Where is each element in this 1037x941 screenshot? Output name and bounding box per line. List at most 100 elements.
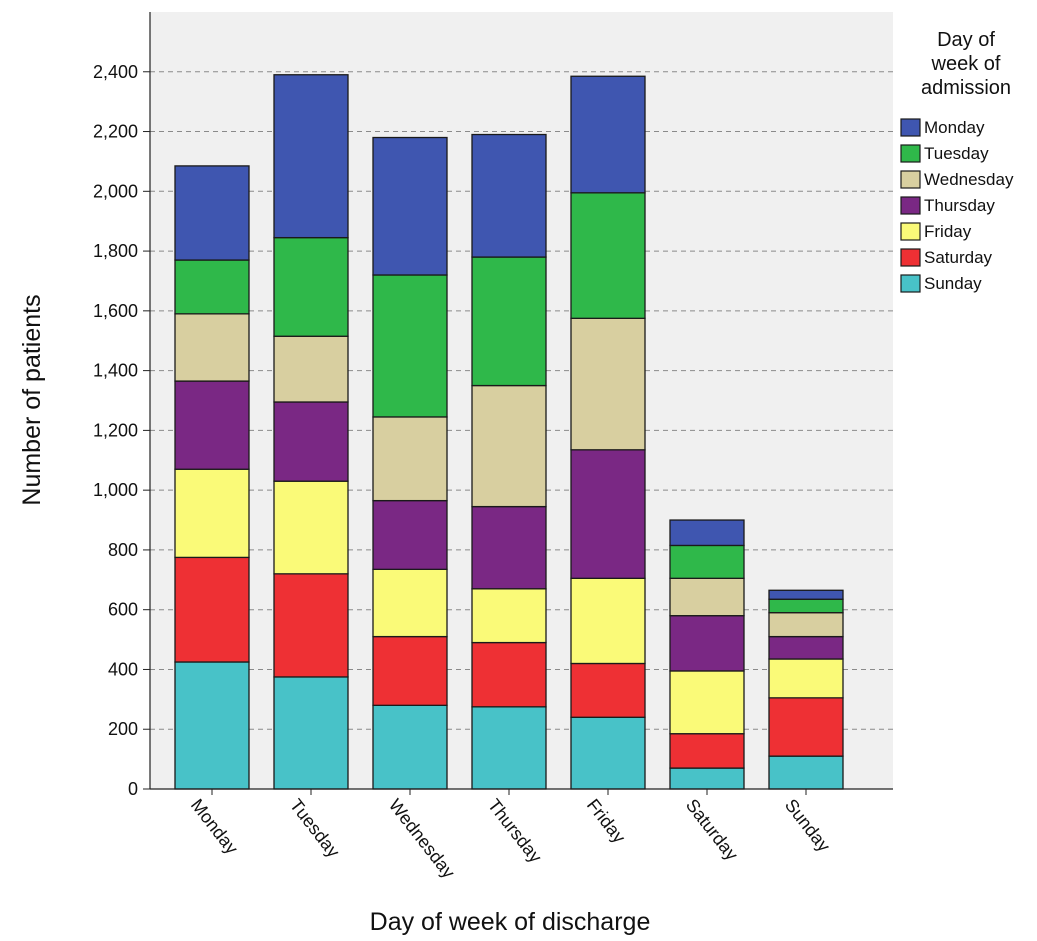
bar-segment-thursday-saturday xyxy=(471,641,547,708)
bar-segment-monday-monday xyxy=(174,165,250,261)
bar-segment-friday-saturday xyxy=(570,662,646,718)
y-tick-label: 1,200 xyxy=(93,420,138,440)
bar-segment-wednesday-thursday xyxy=(372,499,448,570)
bar-segment-saturday-wednesday xyxy=(669,577,745,617)
y-tick-label: 0 xyxy=(128,779,138,799)
axes xyxy=(149,12,893,790)
bar-segment-sunday-friday xyxy=(768,658,844,699)
legend-title: week of xyxy=(931,53,1001,75)
legend-item-saturday: Saturday xyxy=(900,248,993,267)
y-tick-label: 1,400 xyxy=(93,361,138,381)
x-tick-label: Friday xyxy=(583,795,630,847)
bar-segment-tuesday-sunday xyxy=(273,676,349,790)
y-tick-label: 2,200 xyxy=(93,122,138,142)
bar-segment-thursday-thursday xyxy=(471,505,547,590)
bar-segment-sunday-tuesday xyxy=(768,598,844,614)
legend-label: Thursday xyxy=(924,196,995,215)
bar-segment-saturday-sunday xyxy=(669,767,745,790)
bar-segment-friday-wednesday xyxy=(570,317,646,451)
bar-segment-monday-tuesday xyxy=(174,259,250,315)
y-tick-label: 600 xyxy=(108,600,138,620)
y-tick-labels: 0 200 400 600 800 1,000 1,200 1,400 1,600 1,800 2,… xyxy=(93,62,138,799)
legend-item-friday: Friday xyxy=(900,222,972,241)
legend-label: Wednesday xyxy=(924,170,1014,189)
y-tick-label: 1,000 xyxy=(93,480,138,500)
bar-segment-thursday-tuesday xyxy=(471,256,547,387)
bar-segment-friday-thursday xyxy=(570,449,646,579)
legend-swatch xyxy=(900,222,921,241)
bar-segment-tuesday-friday xyxy=(273,480,349,575)
legend-title: Day of xyxy=(937,29,995,51)
y-tick-label: 200 xyxy=(108,719,138,739)
bar-segment-friday-tuesday xyxy=(570,192,646,319)
legend-item-sunday: Sunday xyxy=(900,274,982,293)
legend-swatch xyxy=(900,196,921,215)
legend-label: Tuesday xyxy=(924,144,989,163)
legend-swatch xyxy=(900,248,921,267)
legend-swatch xyxy=(900,170,921,189)
bar-segment-wednesday-tuesday xyxy=(372,274,448,418)
bar-stack-friday xyxy=(570,75,646,790)
bar-segment-tuesday-thursday xyxy=(273,401,349,482)
bar-segment-tuesday-monday xyxy=(273,74,349,239)
bar-segment-wednesday-wednesday xyxy=(372,416,448,502)
x-tick-labels: Monday Tuesday Wednesday Thursday Friday Satu… xyxy=(187,789,834,882)
legend-item-wednesday: Wednesday xyxy=(900,170,1014,189)
bar-segment-wednesday-sunday xyxy=(372,704,448,790)
bar-segment-wednesday-friday xyxy=(372,568,448,638)
bar-segment-monday-sunday xyxy=(174,661,250,790)
x-tick-label: Wednesday xyxy=(385,795,459,882)
y-tick-label: 800 xyxy=(108,540,138,560)
bar-segment-thursday-wednesday xyxy=(471,384,547,508)
bar-segment-saturday-friday xyxy=(669,670,745,735)
legend-item-monday: Monday xyxy=(900,118,985,137)
legend-title: admission xyxy=(921,77,1011,99)
bar-segment-thursday-sunday xyxy=(471,706,547,790)
y-tick-label: 2,400 xyxy=(93,62,138,82)
bar-stack-thursday xyxy=(471,133,547,790)
bar-stack-tuesday xyxy=(273,74,349,790)
bar-stack-wednesday xyxy=(372,136,448,790)
bar-segment-saturday-saturday xyxy=(669,733,745,769)
x-tick-label: Monday xyxy=(187,795,242,858)
bar-segment-friday-sunday xyxy=(570,716,646,790)
x-axis-title: Day of week of discharge xyxy=(370,908,651,936)
legend-label: Saturday xyxy=(924,248,993,267)
bar-segment-monday-thursday xyxy=(174,380,250,470)
legend-label: Monday xyxy=(924,118,985,137)
bar-segment-saturday-tuesday xyxy=(669,544,745,579)
x-tick-label: Tuesday xyxy=(286,795,344,861)
y-tick-label: 1,800 xyxy=(93,241,138,261)
bar-segment-friday-friday xyxy=(570,577,646,665)
bar-segment-monday-friday xyxy=(174,468,250,559)
x-tick-label: Thursday xyxy=(484,795,546,866)
y-tick-label: 2,000 xyxy=(93,181,138,201)
bar-segment-saturday-thursday xyxy=(669,615,745,672)
bar-segment-sunday-thursday xyxy=(768,635,844,660)
bar-segment-monday-wednesday xyxy=(174,313,250,382)
bar-segment-friday-monday xyxy=(570,75,646,194)
bar-segment-monday-saturday xyxy=(174,556,250,663)
bar-segment-sunday-wednesday xyxy=(768,612,844,638)
bars xyxy=(174,74,844,790)
bar-segment-wednesday-saturday xyxy=(372,635,448,706)
bar-segment-saturday-monday xyxy=(669,519,745,547)
bar-segment-sunday-sunday xyxy=(768,755,844,790)
legend-label: Sunday xyxy=(924,274,982,293)
bar-segment-tuesday-tuesday xyxy=(273,236,349,337)
bar-segment-sunday-monday xyxy=(768,589,844,600)
legend-swatch xyxy=(900,274,921,293)
legend-swatch xyxy=(900,118,921,137)
bar-stack-saturday xyxy=(669,519,745,790)
bar-segment-thursday-friday xyxy=(471,588,547,644)
legend-label: Friday xyxy=(924,222,972,241)
bar-stack-monday xyxy=(174,165,250,790)
legend-item-thursday: Thursday xyxy=(900,196,995,215)
x-tick-label: Saturday xyxy=(682,795,742,864)
y-axis-title: Number of patients xyxy=(18,294,46,505)
y-tick-label: 1,600 xyxy=(93,301,138,321)
bar-segment-wednesday-monday xyxy=(372,136,448,276)
bar-segment-tuesday-wednesday xyxy=(273,335,349,403)
